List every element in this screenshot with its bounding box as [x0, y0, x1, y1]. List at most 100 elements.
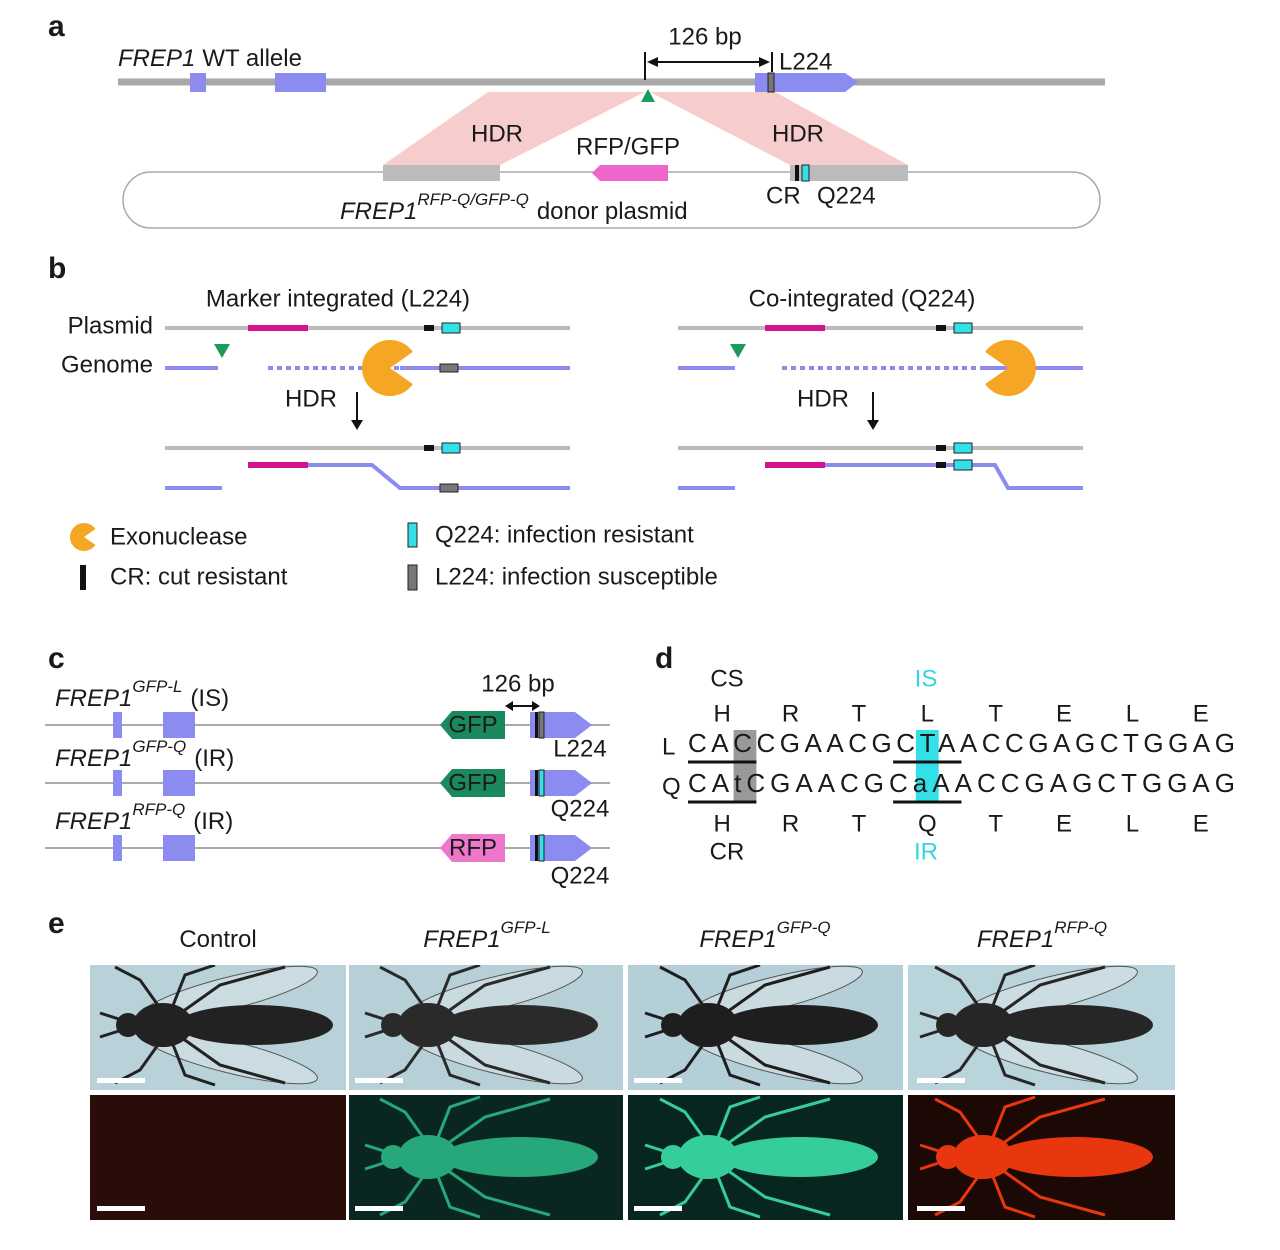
sequence: CAtCGAACGCaAACCGAGCTGGAG	[688, 768, 1235, 798]
exon	[163, 770, 195, 796]
hdr-label: HDR	[797, 385, 849, 412]
column-title: FREP1GFP-Q	[699, 918, 830, 953]
legend-label: Exonuclease	[110, 523, 247, 550]
gene-exon	[530, 770, 592, 796]
marker-label: RFP/GFP	[576, 133, 680, 160]
highlight	[915, 730, 939, 803]
site-annotation: CR	[710, 838, 745, 865]
residue: E	[1056, 810, 1072, 837]
panel-title: Co-integrated (Q224)	[749, 285, 976, 312]
site-label: Q224	[817, 182, 876, 209]
superscript: GFP-L	[132, 677, 182, 696]
residue: Q	[918, 810, 937, 837]
exon	[275, 73, 326, 92]
site	[535, 835, 538, 861]
site	[535, 712, 538, 738]
gene: FREP1	[55, 745, 132, 772]
panel-title: Marker integrated (L224)	[206, 285, 470, 312]
diagram-right	[678, 322, 1083, 490]
superscript: RFP-Q/GFP-Q	[417, 190, 528, 209]
marker-cassette	[440, 711, 505, 739]
superscript: GFP-Q	[777, 918, 831, 937]
hdr-label: HDR	[772, 120, 824, 147]
superscript: GFP-L	[501, 918, 551, 937]
site	[535, 770, 538, 796]
title: Control	[179, 926, 256, 953]
site-label: L224	[553, 735, 606, 762]
exon	[163, 835, 195, 861]
hdr-label: HDR	[471, 120, 523, 147]
gene-exon	[530, 835, 592, 861]
residue: E	[1056, 700, 1072, 727]
exon	[113, 712, 122, 738]
panel-label: e	[48, 907, 65, 940]
legend-icon	[80, 565, 86, 590]
exon	[163, 712, 195, 738]
arrowhead	[759, 57, 770, 67]
site	[538, 834, 545, 862]
gene: FREP1	[55, 808, 132, 835]
strain-label: FREP1GFP-L (IS)	[55, 677, 229, 712]
status: (IR)	[194, 745, 234, 772]
gene-label: FREP1 WT allele	[118, 45, 302, 72]
gene: FREP1	[977, 926, 1054, 953]
cut-site	[641, 89, 655, 102]
legend-label: L224: infection susceptible	[435, 563, 718, 590]
residue: T	[988, 810, 1003, 837]
allele: WT allele	[202, 45, 302, 72]
hdr-region	[383, 92, 645, 165]
gene-exon	[530, 712, 592, 738]
row-label: L	[662, 733, 675, 760]
marker-label: RFP	[449, 834, 497, 861]
site-annotation: CS	[710, 665, 743, 692]
superscript: RFP-Q	[1054, 918, 1107, 937]
plasmid-label: FREP1RFP-Q/GFP-Q donor plasmid	[340, 190, 688, 225]
gene: FREP1	[699, 926, 776, 953]
arrowhead	[505, 701, 513, 711]
residue: T	[852, 700, 867, 727]
column-title: Control	[179, 926, 256, 953]
legend-icon	[407, 564, 418, 591]
residue: T	[988, 700, 1003, 727]
strain-label: FREP1GFP-Q (IR)	[55, 737, 234, 772]
exon	[755, 73, 858, 92]
legend-label: CR: cut resistant	[110, 563, 288, 590]
column-title: FREP1RFP-Q	[977, 918, 1107, 953]
site	[538, 769, 545, 797]
site-label: Q224	[551, 862, 610, 889]
legend-icon	[70, 523, 96, 551]
distance-label: 126 bp	[668, 23, 741, 50]
site-label: L224	[779, 48, 832, 75]
exon	[113, 835, 122, 861]
status: (IR)	[193, 808, 233, 835]
site-annotation: IR	[914, 838, 938, 865]
highlight	[733, 730, 757, 803]
exon	[113, 770, 122, 796]
residue: R	[782, 700, 799, 727]
gene: FREP1	[118, 45, 195, 72]
panel-label: d	[655, 642, 673, 675]
marker-cassette	[440, 834, 505, 862]
row-label: Q	[662, 773, 681, 800]
homology-arm	[790, 165, 908, 181]
panel-label: b	[48, 252, 66, 285]
marker-cassette	[592, 165, 668, 181]
gene: FREP1	[55, 685, 132, 712]
hdr-label: HDR	[285, 385, 337, 412]
residue: H	[714, 810, 731, 837]
marker-cassette	[440, 769, 505, 797]
legend-icon	[407, 522, 418, 548]
residue: E	[1193, 700, 1209, 727]
plasmid-name: donor plasmid	[537, 198, 688, 225]
residue: L	[921, 700, 934, 727]
residue: H	[714, 700, 731, 727]
status: (IS)	[190, 685, 229, 712]
distance-label: 126 bp	[481, 670, 554, 697]
panel-label: a	[48, 10, 65, 43]
row-label: Plasmid	[68, 312, 153, 339]
row-label: Genome	[61, 351, 153, 378]
diagram-left	[165, 322, 570, 493]
residue: E	[1193, 810, 1209, 837]
cr-site	[795, 165, 799, 181]
